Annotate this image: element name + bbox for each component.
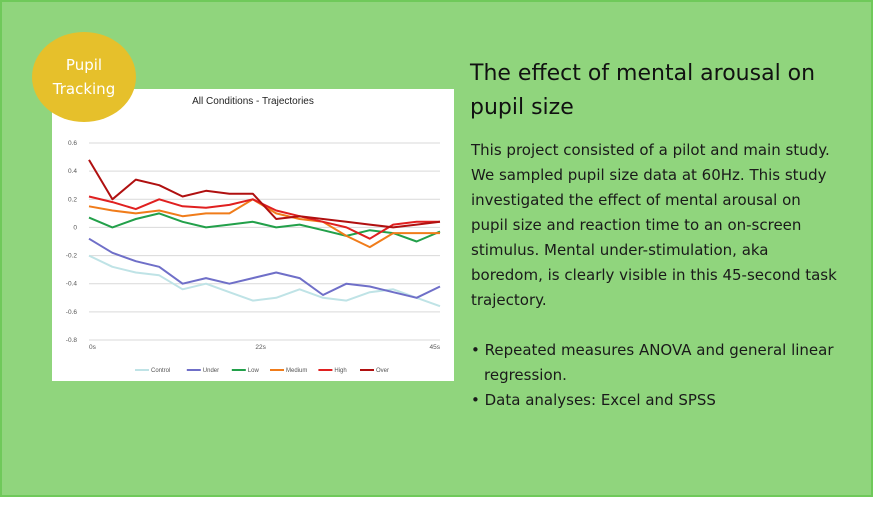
method-item: Data analyses: Excel and SPSS [471,388,841,413]
badge-line-2: Tracking [52,80,116,98]
project-card: All Conditions - Trajectories 0.6 0.4 0.2 0 -… [0,0,873,497]
legend-label-over: Over [376,368,389,374]
y-tick-label: 0.4 [68,168,77,175]
project-title: The effect of mental arousal on pupil si… [470,61,816,120]
y-tick-label: 0.2 [68,196,77,203]
y-tick-label: -0.8 [66,337,78,344]
series-line-under [88,237,441,299]
method-item: Repeated measures ANOVA and general line… [471,338,841,388]
legend-label-low: Low [248,368,260,374]
x-tick-label: 45s [430,344,441,351]
series-line-control [88,254,441,308]
trajectory-chart: All Conditions - Trajectories 0.6 0.4 0.2 0 -… [66,96,441,374]
legend-label-medium: Medium [286,368,307,374]
x-tick-label: 22s [255,344,266,351]
badge-line-1: Pupil [65,56,103,74]
topic-badge: Pupil Tracking [32,32,136,122]
legend-label-high: High [334,368,346,374]
y-tick-label: -0.6 [66,309,78,316]
x-tick-label: 0s [89,344,97,351]
chart-title: All Conditions - Trajectories [192,96,314,107]
y-tick-label: 0.6 [68,140,77,147]
y-tick-label: -0.2 [66,253,78,260]
project-description: This project consisted of a pilot and ma… [471,141,837,309]
y-tick-label: -0.4 [66,281,78,288]
legend-label-under: Under [203,368,219,374]
series-line-over [88,159,441,229]
y-tick-label: 0 [73,224,77,231]
legend-label-control: Control [151,368,170,374]
chart-panel: All Conditions - Trajectories 0.6 0.4 0.2 0 -… [52,89,454,381]
method-list: Repeated measures ANOVA and general line… [471,338,841,413]
